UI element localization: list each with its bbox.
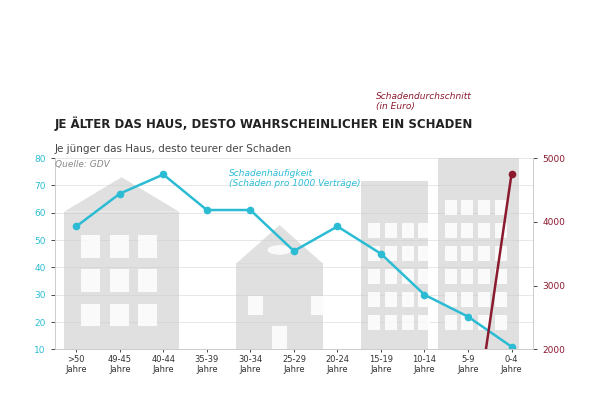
Bar xyxy=(402,223,413,238)
Bar xyxy=(462,200,473,215)
Bar xyxy=(368,292,380,307)
Bar xyxy=(445,315,457,330)
Bar xyxy=(445,292,457,307)
Bar xyxy=(138,235,158,258)
Bar xyxy=(385,223,397,238)
Text: Schadendurchschnitt
(in Euro): Schadendurchschnitt (in Euro) xyxy=(376,92,471,111)
Bar xyxy=(368,315,380,330)
Bar xyxy=(462,246,473,261)
Bar xyxy=(478,200,490,215)
Bar xyxy=(495,246,507,261)
Bar xyxy=(110,235,128,258)
Bar xyxy=(81,304,100,327)
Bar xyxy=(478,223,490,238)
Bar xyxy=(495,200,507,215)
Bar xyxy=(478,246,490,261)
Bar xyxy=(418,223,430,238)
Bar xyxy=(478,315,490,330)
Bar xyxy=(402,315,413,330)
Bar xyxy=(110,304,128,327)
Polygon shape xyxy=(64,177,179,212)
Bar xyxy=(418,269,430,285)
Text: JE ÄLTER DAS HAUS, DESTO WAHRSCHEINLICHER EIN SCHADEN: JE ÄLTER DAS HAUS, DESTO WAHRSCHEINLICHE… xyxy=(55,116,473,131)
Bar xyxy=(495,223,507,238)
Bar xyxy=(445,223,457,238)
Bar xyxy=(402,269,413,285)
Bar xyxy=(495,269,507,285)
Bar xyxy=(81,269,100,292)
Bar xyxy=(81,235,100,258)
Bar xyxy=(368,269,380,285)
Bar xyxy=(368,246,380,261)
Bar xyxy=(385,246,397,261)
Bar xyxy=(402,246,413,261)
Bar xyxy=(462,269,473,285)
Text: Quelle: GDV: Quelle: GDV xyxy=(55,160,109,169)
Bar xyxy=(478,292,490,307)
Bar xyxy=(236,263,322,349)
Bar xyxy=(248,296,263,315)
Bar xyxy=(402,292,413,307)
Bar xyxy=(445,269,457,285)
Bar xyxy=(138,304,158,327)
Bar xyxy=(438,158,519,349)
Bar xyxy=(138,269,158,292)
Polygon shape xyxy=(236,225,322,263)
Bar xyxy=(361,181,428,349)
Bar xyxy=(418,315,430,330)
Bar xyxy=(462,315,473,330)
Bar xyxy=(311,296,325,315)
Bar xyxy=(495,292,507,307)
Bar xyxy=(64,212,179,349)
Bar xyxy=(418,292,430,307)
Bar xyxy=(385,269,397,285)
Circle shape xyxy=(268,245,291,255)
Text: Schadenhäufigkeit
(Schäden pro 1000 Verträge): Schadenhäufigkeit (Schäden pro 1000 Vert… xyxy=(228,169,360,188)
Bar xyxy=(495,315,507,330)
Bar xyxy=(272,327,287,349)
Bar xyxy=(385,315,397,330)
Bar xyxy=(385,292,397,307)
Bar xyxy=(445,246,457,261)
Bar xyxy=(418,246,430,261)
Bar xyxy=(462,223,473,238)
Bar xyxy=(445,200,457,215)
Text: Je jünger das Haus, desto teurer der Schaden: Je jünger das Haus, desto teurer der Sch… xyxy=(55,144,292,154)
Bar xyxy=(110,269,128,292)
Bar xyxy=(478,269,490,285)
Bar xyxy=(462,292,473,307)
Bar xyxy=(368,223,380,238)
